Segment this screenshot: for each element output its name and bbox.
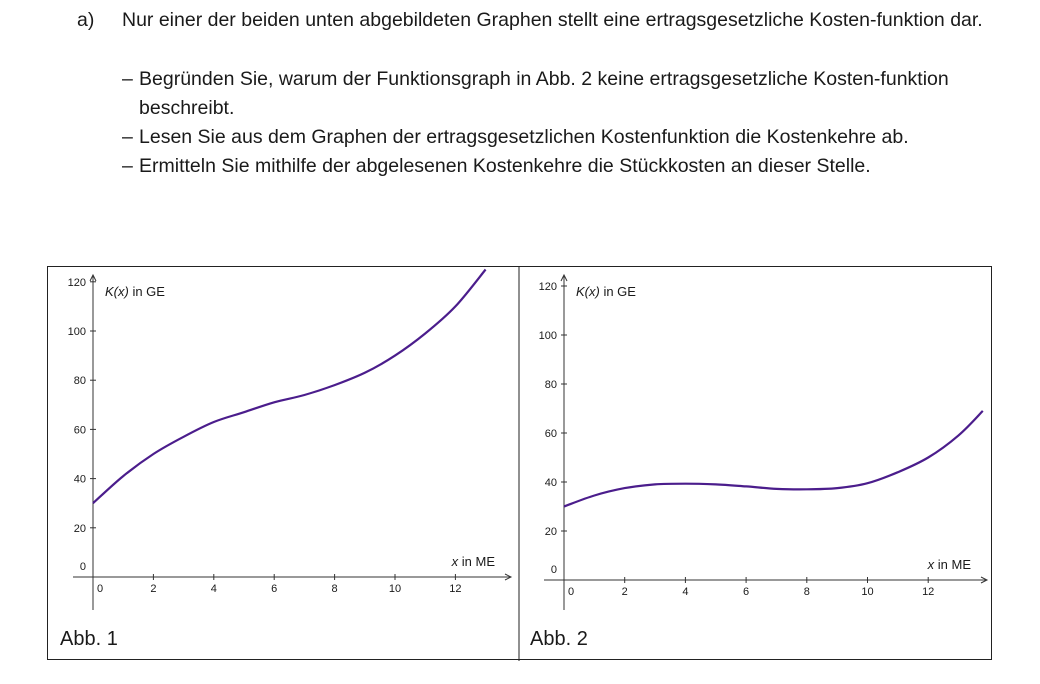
y-tick-label: 120 (68, 277, 86, 289)
x-tick-label: 10 (389, 583, 401, 595)
bullet-dash: – (122, 126, 133, 148)
y-axis-label-var: K(x) (576, 284, 600, 299)
caption-abb-1: Abb. 1 (60, 628, 118, 650)
y-tick-label: 0 (80, 561, 86, 573)
x-tick-label: 4 (211, 583, 217, 595)
y-tick-label: 20 (545, 526, 557, 538)
y-axis-label-var: K(x) (105, 284, 129, 299)
x-tick-label: 0 (97, 583, 103, 595)
x-axis-label-unit: in ME (934, 557, 971, 572)
y-axis-label-unit: in GE (129, 284, 165, 299)
y-axis-label: K(x) in GE (105, 284, 165, 299)
task-intro: Nur einer der beiden unten abgebildeten … (122, 9, 983, 31)
y-axis-arrow (560, 273, 568, 282)
bullet-dash: – (122, 155, 133, 177)
x-tick-label: 8 (804, 586, 810, 598)
x-tick-label: 12 (922, 586, 934, 598)
x-tick-label: 10 (861, 586, 873, 598)
y-tick-label: 60 (545, 428, 557, 440)
bullet-3: – Ermitteln Sie mithilfe der abgelesenen… (122, 152, 1018, 181)
x-tick-label: 12 (449, 583, 461, 595)
y-tick-label: 0 (551, 564, 557, 576)
x-tick-label: 6 (743, 586, 749, 598)
caption-abb-2: Abb. 2 (530, 628, 588, 650)
x-axis-arrow (980, 576, 989, 584)
y-tick-label: 40 (545, 477, 557, 489)
x-axis-label-var: x (927, 557, 935, 572)
y-axis-label: K(x) in GE (576, 284, 636, 299)
y-tick-label: 40 (74, 474, 86, 486)
x-axis-label: x in ME (927, 557, 972, 572)
cost-curve (563, 410, 984, 508)
x-tick-label: 8 (332, 583, 338, 595)
x-tick-label: 6 (271, 583, 277, 595)
bullet-2: – Lesen Sie aus dem Graphen der ertragsg… (122, 123, 1018, 152)
bullet-1: – Begründen Sie, warum der Funktionsgrap… (122, 65, 1018, 123)
y-tick-label: 20 (74, 523, 86, 535)
bullet-text: Begründen Sie, warum der Funktionsgraph … (139, 68, 949, 119)
y-axis-label-unit: in GE (600, 284, 636, 299)
y-axis-arrow (89, 273, 97, 282)
task-label: a) (77, 9, 95, 31)
task-bullets: – Begründen Sie, warum der Funktionsgrap… (68, 65, 1018, 181)
task-a: a) Nur einer der beiden unten abgebildet… (68, 6, 1018, 181)
y-tick-label: 100 (539, 330, 557, 342)
x-tick-label: 4 (682, 586, 688, 598)
y-tick-label: 120 (539, 281, 557, 293)
x-tick-label: 2 (622, 586, 628, 598)
y-tick-label: 80 (545, 379, 557, 391)
task-intro-row: a) Nur einer der beiden unten abgebildet… (68, 6, 1018, 35)
bullet-text: Ermitteln Sie mithilfe der abgelesenen K… (139, 155, 871, 177)
x-axis-arrow (504, 573, 513, 581)
bullet-text: Lesen Sie aus dem Graphen der ertragsges… (139, 126, 909, 148)
x-axis-label-var: x (451, 554, 459, 569)
figure-box: 0 2 4 6 8 10 12 0 20 40 60 80 100 120 K(x) in GE x in M… (47, 266, 992, 661)
x-tick-label: 2 (150, 583, 156, 595)
y-tick-label: 60 (74, 424, 86, 436)
y-tick-label: 80 (74, 375, 86, 387)
x-axis-label-unit: in ME (458, 554, 495, 569)
x-axis-label: x in ME (451, 554, 496, 569)
x-tick-label: 0 (568, 586, 574, 598)
bullet-dash: – (122, 68, 133, 90)
cost-curve (92, 268, 487, 505)
y-tick-label: 100 (68, 326, 86, 338)
